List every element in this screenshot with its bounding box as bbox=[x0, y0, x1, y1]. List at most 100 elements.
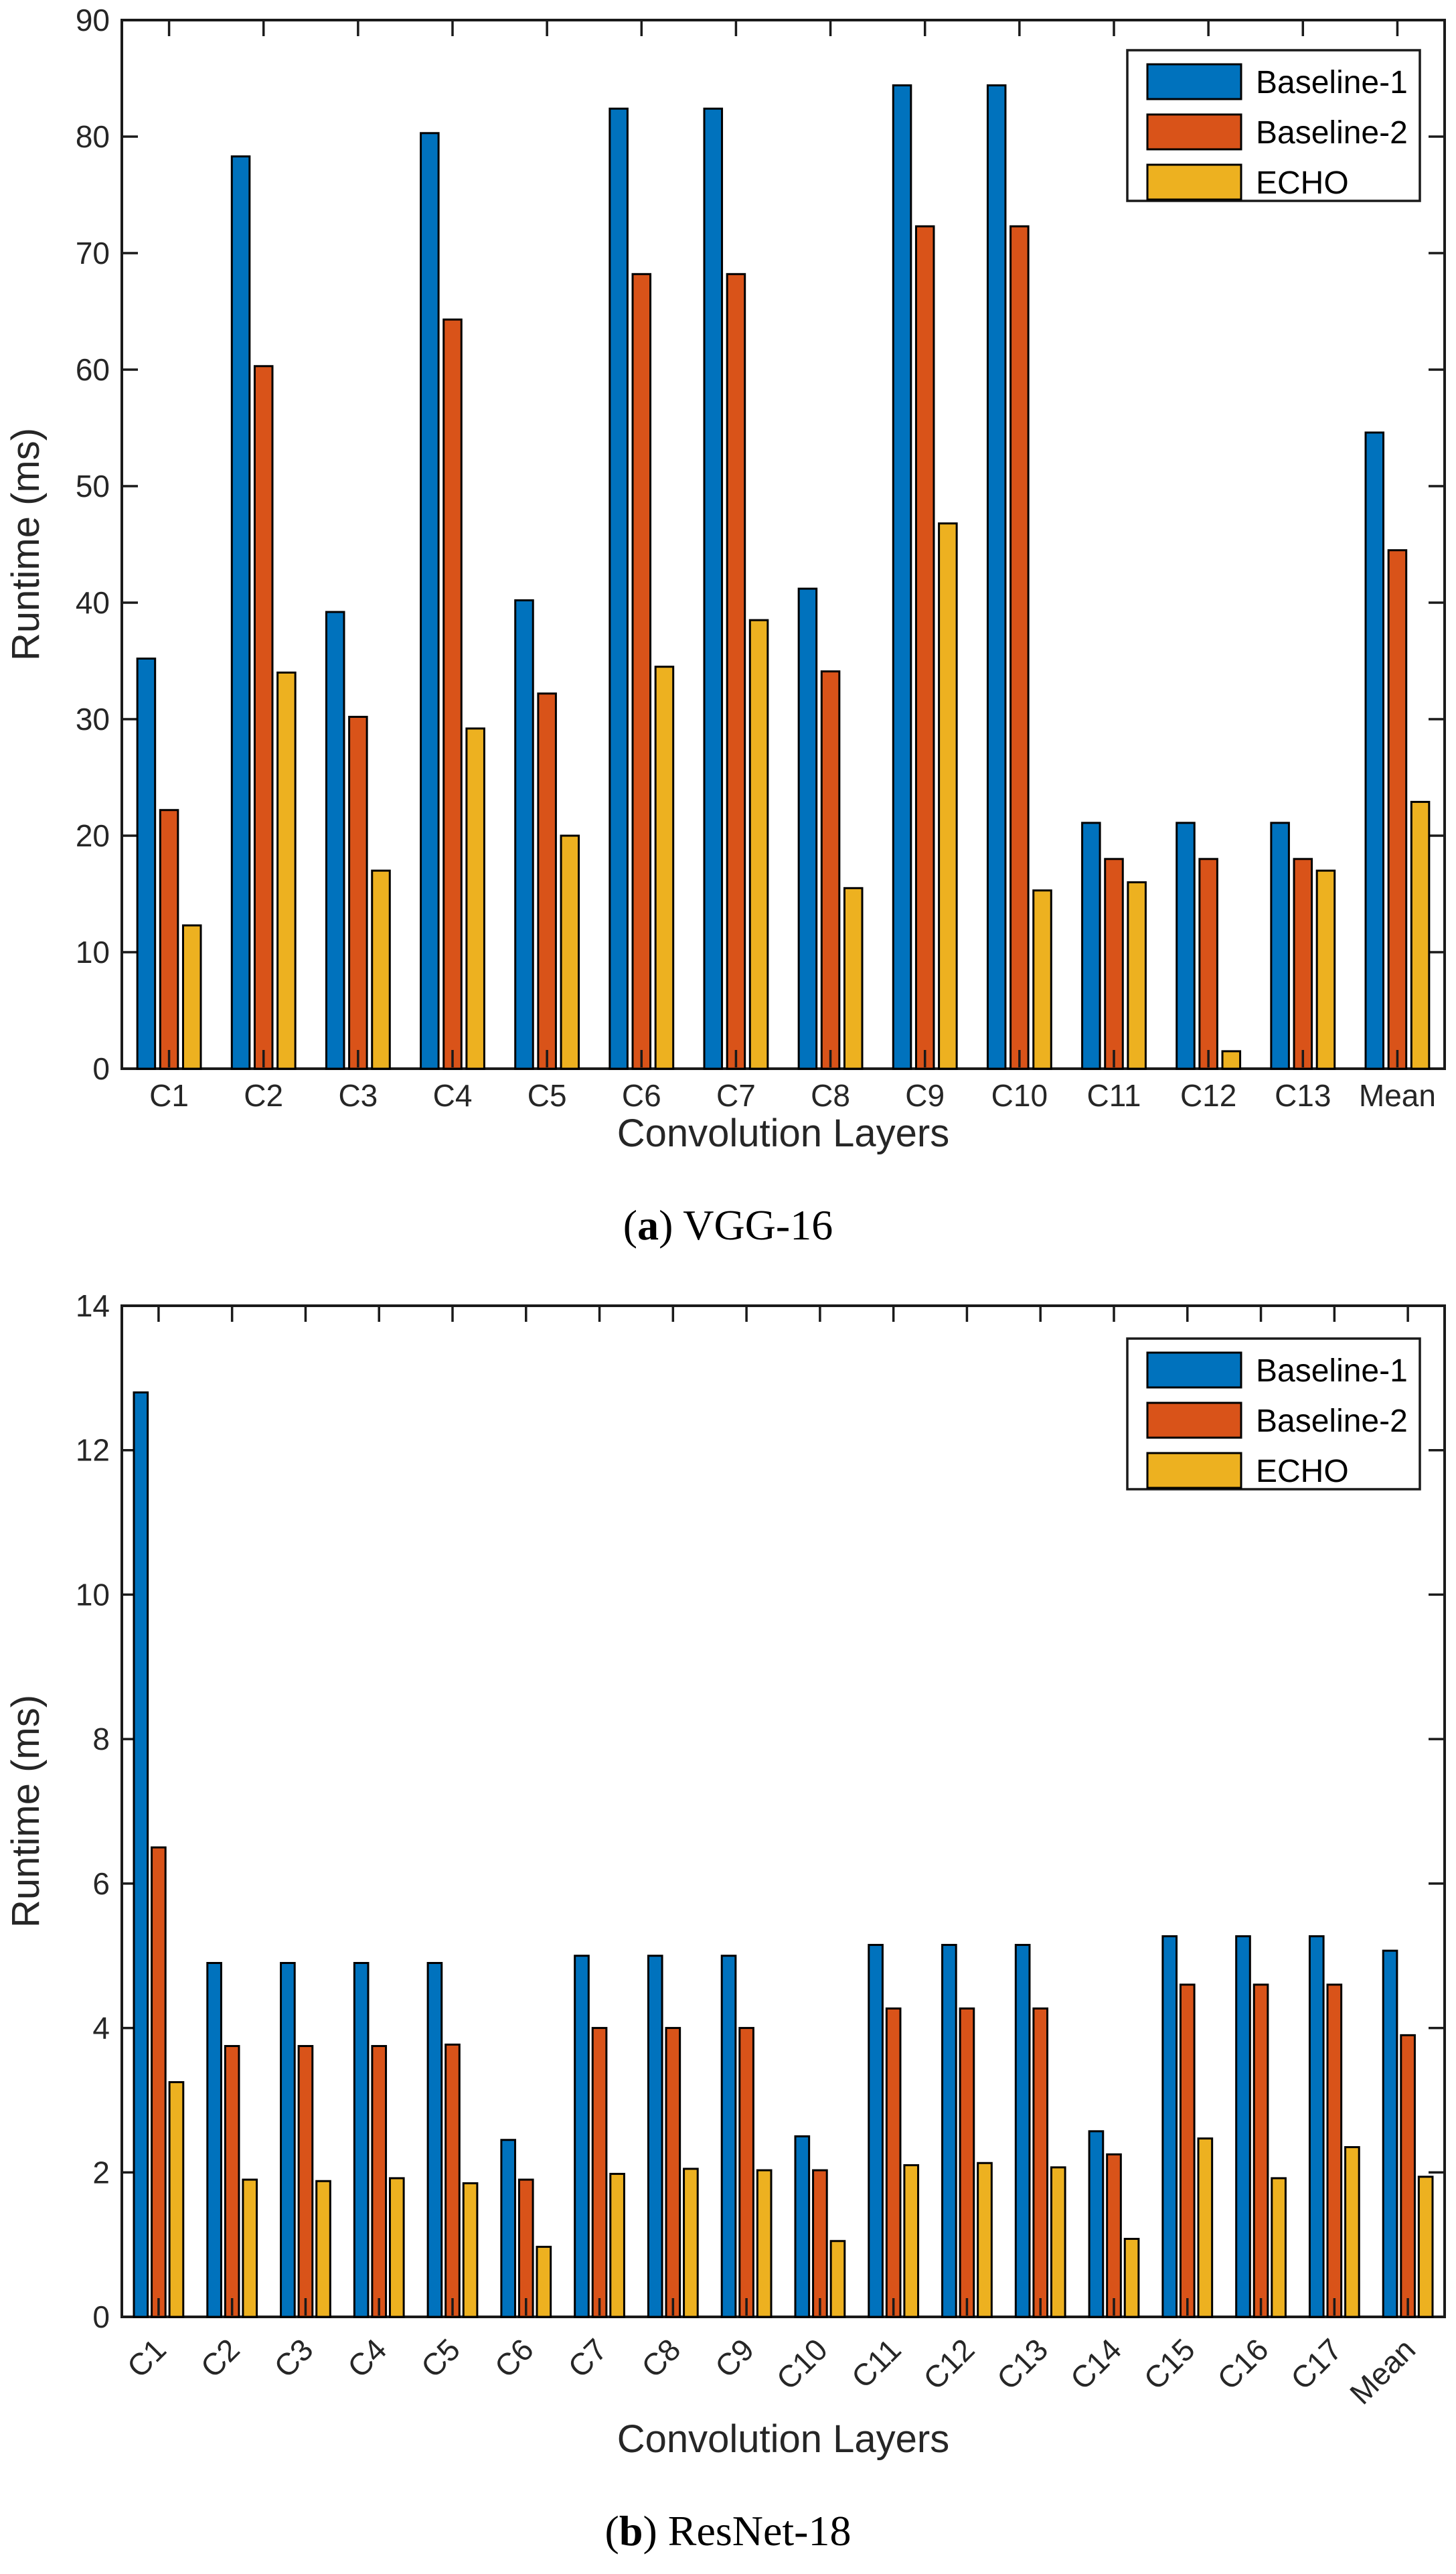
vgg16-runtime-ytick-label-70: 70 bbox=[76, 236, 110, 271]
bar-Mean-ECHO bbox=[1417, 2176, 1434, 2318]
bar-C12-Baseline-1 bbox=[941, 1944, 957, 2318]
bar-Mean-Baseline-1 bbox=[1364, 431, 1385, 1070]
resnet18-runtime-x-axis-label: Convolution Layers bbox=[617, 2417, 950, 2461]
vgg16-runtime-xtick-label-C4: C4 bbox=[433, 1078, 473, 1113]
vgg16-runtime-ytick-label-10: 10 bbox=[76, 935, 110, 970]
vgg16-runtime-xtick-label-C2: C2 bbox=[244, 1078, 283, 1113]
vgg16-runtime-xtick-label-C3: C3 bbox=[338, 1078, 378, 1113]
resnet18-runtime-ytick-label-10: 10 bbox=[76, 1577, 110, 1612]
bar-C17-ECHO bbox=[1344, 2146, 1360, 2318]
vgg16-runtime-xtick-label-C5: C5 bbox=[528, 1078, 567, 1113]
resnet18-runtime-legend-swatch-ECHO bbox=[1146, 1452, 1242, 1489]
bar-C7-Baseline-1 bbox=[703, 107, 724, 1070]
vgg16-runtime-legend-swatch-Baseline-2 bbox=[1146, 113, 1242, 151]
bar-C7-ECHO bbox=[609, 2172, 625, 2318]
resnet18-runtime-xtick-label-C8: C8 bbox=[635, 2332, 687, 2384]
bar-C2-ECHO bbox=[242, 2178, 258, 2318]
bar-C2-Baseline-2 bbox=[253, 365, 274, 1070]
bar-C10-Baseline-2 bbox=[1009, 225, 1030, 1070]
caption-a-text: ) VGG-16 bbox=[659, 1201, 833, 1249]
bar-C8-Baseline-2 bbox=[820, 670, 841, 1070]
vgg16-runtime-ytick-label-20: 20 bbox=[76, 818, 110, 853]
vgg16-runtime-legend-label-Baseline-2: Baseline-2 bbox=[1256, 115, 1408, 151]
bar-C9-ECHO bbox=[938, 522, 958, 1070]
bar-C8-ECHO bbox=[683, 2168, 699, 2318]
bar-C8-ECHO bbox=[843, 887, 864, 1070]
bar-C13-Baseline-2 bbox=[1032, 2007, 1049, 2318]
bar-Mean-Baseline-1 bbox=[1382, 1949, 1398, 2318]
bar-C10-Baseline-2 bbox=[812, 2169, 828, 2318]
bar-C12-Baseline-2 bbox=[959, 2007, 975, 2318]
vgg16-runtime-legend-label-Baseline-1: Baseline-1 bbox=[1256, 65, 1408, 100]
bar-C13-ECHO bbox=[1315, 869, 1336, 1070]
bar-C2-Baseline-1 bbox=[230, 155, 251, 1070]
vgg16-runtime-ytick-label-30: 30 bbox=[76, 702, 110, 737]
vgg16-runtime-x-axis-label: Convolution Layers bbox=[617, 1112, 950, 1155]
bar-C1-Baseline-1 bbox=[133, 1391, 149, 2318]
bar-C4-Baseline-1 bbox=[420, 132, 440, 1070]
caption-b-letter: b bbox=[619, 2507, 643, 2555]
resnet18-runtime-xtick-label-C17: C17 bbox=[1284, 2332, 1348, 2396]
bar-C7-Baseline-2 bbox=[726, 273, 746, 1070]
bar-C3-ECHO bbox=[315, 2180, 331, 2318]
bar-C9-Baseline-2 bbox=[914, 225, 935, 1070]
resnet18-runtime-ytick-label-8: 8 bbox=[92, 1722, 110, 1756]
resnet18-runtime-xtick-label-C9: C9 bbox=[708, 2332, 760, 2384]
bar-C9-Baseline-1 bbox=[720, 1955, 737, 2318]
bar-C3-Baseline-1 bbox=[325, 611, 345, 1070]
bar-C9-Baseline-1 bbox=[892, 84, 912, 1070]
bar-C15-Baseline-1 bbox=[1161, 1935, 1178, 2318]
resnet18-runtime-ytick-label-6: 6 bbox=[92, 1866, 110, 1901]
bar-C3-ECHO bbox=[371, 869, 391, 1070]
bar-C10-ECHO bbox=[829, 2240, 846, 2318]
bar-Mean-Baseline-2 bbox=[1387, 549, 1408, 1070]
bar-C3-Baseline-2 bbox=[297, 2045, 314, 2318]
bar-C15-Baseline-2 bbox=[1179, 1983, 1196, 2318]
resnet18-runtime-ytick-label-2: 2 bbox=[92, 2155, 110, 2190]
bar-C1-Baseline-1 bbox=[136, 658, 157, 1070]
bar-C4-ECHO bbox=[388, 2177, 405, 2318]
vgg16-runtime-legend-label-ECHO: ECHO bbox=[1256, 165, 1349, 201]
caption-a-open-paren: ( bbox=[623, 1201, 638, 1249]
caption-vgg16: (a) VGG-16 bbox=[0, 1199, 1456, 1252]
resnet18-runtime-legend-swatch-Baseline-1 bbox=[1146, 1351, 1242, 1389]
vgg16-runtime-plot-box bbox=[120, 19, 1446, 1070]
bar-C9-Baseline-2 bbox=[738, 2027, 754, 2318]
bar-C6-ECHO bbox=[536, 2245, 552, 2318]
vgg16-runtime-xtick-label-C12: C12 bbox=[1180, 1078, 1236, 1113]
vgg16-runtime-xtick-label-Mean: Mean bbox=[1359, 1078, 1436, 1113]
bar-C14-Baseline-2 bbox=[1106, 2153, 1122, 2318]
bar-C13-Baseline-2 bbox=[1293, 858, 1313, 1070]
bar-C1-Baseline-2 bbox=[159, 809, 179, 1070]
bar-C12-ECHO bbox=[1221, 1050, 1242, 1070]
bar-C17-Baseline-2 bbox=[1326, 1983, 1343, 2318]
vgg16-runtime-xtick-label-C8: C8 bbox=[811, 1078, 850, 1113]
bar-C2-ECHO bbox=[276, 671, 297, 1070]
bar-C5-ECHO bbox=[462, 2182, 479, 2318]
bar-C6-Baseline-2 bbox=[631, 273, 652, 1070]
resnet18-runtime-xtick-label-C16: C16 bbox=[1210, 2332, 1275, 2396]
caption-a-letter: a bbox=[637, 1201, 659, 1249]
bar-Mean-ECHO bbox=[1410, 801, 1431, 1070]
resnet18-runtime-xtick-label-C15: C15 bbox=[1137, 2332, 1201, 2396]
resnet18-runtime-y-axis-label: Runtime (ms) bbox=[4, 1695, 48, 1928]
resnet18-runtime-ytick-label-12: 12 bbox=[76, 1433, 110, 1468]
vgg16-runtime-ytick-label-60: 60 bbox=[76, 352, 110, 387]
vgg16-runtime-xtick-label-C9: C9 bbox=[905, 1078, 945, 1113]
bar-C2-Baseline-2 bbox=[224, 2045, 240, 2318]
bar-C6-Baseline-1 bbox=[609, 107, 629, 1070]
bar-C4-Baseline-2 bbox=[442, 318, 463, 1070]
bar-C4-ECHO bbox=[465, 727, 485, 1070]
bar-C16-ECHO bbox=[1271, 2177, 1287, 2318]
resnet18-runtime-ytick-label-0: 0 bbox=[92, 2299, 110, 2334]
resnet18-runtime-ytick-label-4: 4 bbox=[92, 2011, 110, 2046]
vgg16-runtime-xtick-label-C10: C10 bbox=[991, 1078, 1048, 1113]
resnet18-runtime-xtick-label-C10: C10 bbox=[770, 2332, 834, 2396]
bar-C13-ECHO bbox=[1050, 2166, 1066, 2318]
vgg16-runtime-xtick-label-C13: C13 bbox=[1275, 1078, 1331, 1113]
resnet18-runtime-xtick-label-C4: C4 bbox=[341, 2332, 393, 2384]
bar-C5-Baseline-2 bbox=[444, 2043, 461, 2318]
bar-C6-Baseline-1 bbox=[500, 2139, 517, 2318]
bar-C3-Baseline-1 bbox=[280, 1962, 296, 2318]
